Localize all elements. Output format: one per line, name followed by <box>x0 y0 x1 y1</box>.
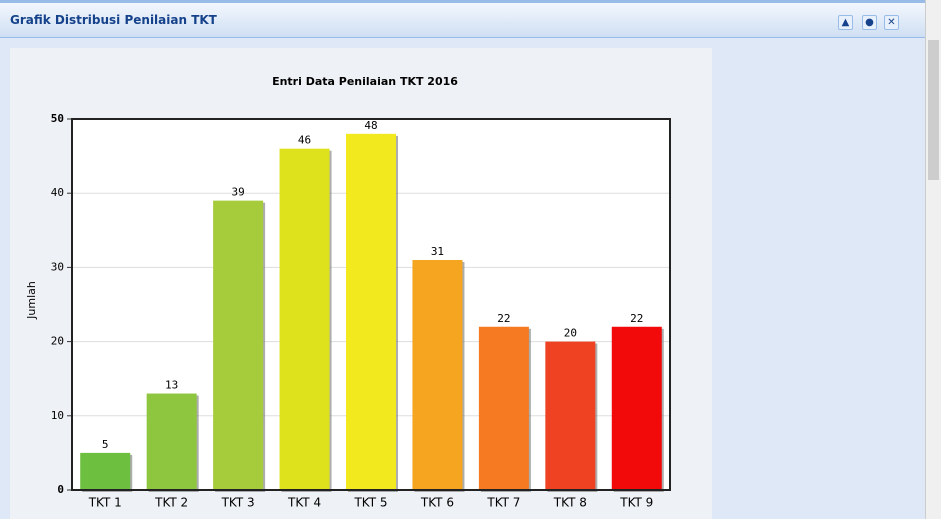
y-tick-label: 30 <box>51 260 64 273</box>
chart-title: Entri Data Penilaian TKT 2016 <box>272 75 458 88</box>
value-label: 5 <box>102 438 109 451</box>
x-tick-label: TKT 4 <box>287 496 321 510</box>
scrollbar[interactable] <box>925 0 941 519</box>
settings-button[interactable]: ● <box>862 15 877 30</box>
x-tick-label: TKT 6 <box>420 496 454 510</box>
value-label: 20 <box>564 327 577 340</box>
bar <box>213 200 264 490</box>
value-label: 31 <box>431 245 444 258</box>
value-label: 22 <box>497 312 510 325</box>
panel-title: Grafik Distribusi Penilaian TKT <box>10 13 217 27</box>
x-tick-label: TKT 3 <box>221 496 255 510</box>
close-button[interactable]: ✕ <box>884 15 899 30</box>
scroll-thumb[interactable] <box>928 40 939 180</box>
x-tick-label: TKT 5 <box>353 496 387 510</box>
y-tick-label: 40 <box>51 186 64 199</box>
plot-border <box>71 118 671 491</box>
bar <box>279 148 330 490</box>
y-tick-label: 20 <box>51 335 64 348</box>
x-tick-label: TKT 9 <box>619 496 653 510</box>
bar <box>412 259 463 490</box>
bar <box>478 326 529 490</box>
bar <box>611 326 662 490</box>
value-label: 48 <box>364 119 377 132</box>
value-label: 46 <box>298 134 311 147</box>
x-tick-label: TKT 7 <box>486 496 520 510</box>
x-tick-label: TKT 2 <box>154 496 188 510</box>
value-label: 22 <box>630 312 643 325</box>
y-tick-label: 0 <box>57 483 64 496</box>
y-axis-label: Jumlah <box>25 281 38 320</box>
collapse-button[interactable]: ▲ <box>838 15 853 30</box>
y-tick-label: 50 <box>51 112 64 125</box>
bar <box>80 452 131 490</box>
panel-header: Grafik Distribusi Penilaian TKT ▲ ● ✕ <box>0 0 925 38</box>
bar <box>346 133 396 490</box>
bar <box>545 341 596 490</box>
value-label: 39 <box>231 186 244 199</box>
y-tick-label: 10 <box>51 409 64 422</box>
bar <box>146 393 197 490</box>
x-tick-label: TKT 8 <box>553 496 587 510</box>
x-tick-label: TKT 1 <box>88 496 122 510</box>
value-label: 13 <box>165 379 178 392</box>
